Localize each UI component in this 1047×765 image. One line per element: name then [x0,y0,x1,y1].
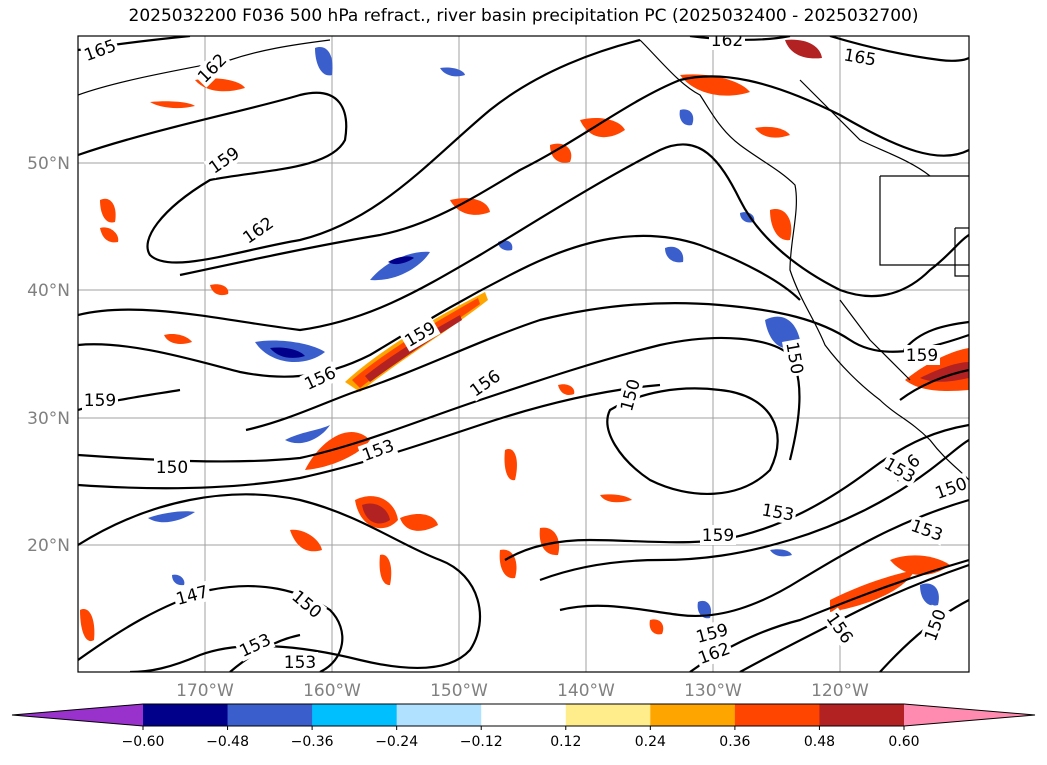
lat-label-40: 40°N [27,281,70,301]
contour-label-bg [237,211,279,249]
contour-label-bg [840,44,880,70]
contour-label-bg [930,472,969,504]
colorbar-segment [565,704,651,726]
contour-label-bg [234,628,276,662]
contour-label-bg [919,604,951,646]
colorbar-tick-label: 0.60 [888,734,919,750]
colorbar-extend-low [12,704,143,726]
contour-label-bg [282,652,318,672]
contour-label-bg [154,457,190,477]
contour-label: 150 [156,458,188,478]
contour-label-bg [399,316,441,352]
contour-label-bg [79,36,121,66]
contour-label-bg [82,390,118,410]
contour-label-bg [615,375,645,415]
lon-label-170: 170°W [176,681,234,701]
colorbar-tick-label: 0.24 [635,734,666,750]
colorbar-segment [734,704,820,726]
colorbar-tick-label: 0.48 [804,734,835,750]
contour-label: 159 [702,526,734,546]
colorbar-tick-label: −0.48 [206,734,249,750]
colorbar-segment [227,704,313,726]
contour-label-bg [758,499,798,525]
contour-label-bg [203,141,245,179]
lon-label-120: 120°W [811,681,869,701]
colorbar-extend-high [904,704,1035,726]
contour-label-bg [357,434,399,466]
contour-label-bg [700,525,736,545]
gridlines [78,36,969,672]
colorbar-segment [396,704,482,726]
contour-label: 162 [711,31,743,51]
lat-label-20: 20°N [27,536,70,556]
lon-label-150: 150°W [430,681,488,701]
contour-label: 159 [84,391,116,411]
map-area [78,36,969,672]
colorbar: −0.60 −0.48 −0.36 −0.24 −0.12 0.12 0.24 0.36 0.4… [11,703,1036,750]
contour-label-bg [904,345,940,365]
negative-anomalies [148,47,939,619]
colorbar-tick-label: −0.60 [122,734,165,750]
contour-label-bg [879,452,921,488]
colorbar-segment [650,704,736,726]
colorbar-segment [143,704,229,726]
contour-label-bg [464,364,506,402]
colorbar-tick-label: −0.24 [375,734,418,750]
contour-label: 153 [284,653,316,673]
contour-label-bg [821,607,859,649]
contour-label-bg [906,514,948,546]
lon-label-140: 140°W [557,681,615,701]
colorbar-tick-label: −0.36 [291,734,334,750]
contour-label-bg [782,338,808,378]
longitude-labels: 170°W 160°W 150°W 140°W 130°W 120°W [176,681,869,701]
map-title: 2025032200 F036 500 hPa refract., river … [128,6,919,26]
colorbar-tick-label: −0.12 [460,734,503,750]
colorbar-segment [819,704,905,726]
contour-label-bg [172,580,212,610]
contour-label-bg [693,637,735,669]
contour-label-bg [299,361,341,395]
contour-label-bg [286,584,328,624]
lat-label-30: 30°N [27,409,70,429]
colorbar-segment [312,704,398,726]
coastlines [78,39,969,481]
lon-label-160: 160°W [303,681,361,701]
map-frame [77,35,970,673]
lat-label-50: 50°N [27,154,70,174]
latitude-labels: 50°N 40°N 30°N 20°N [27,154,70,556]
contour-label: 159 [906,346,938,366]
colorbar-tick-label: 0.12 [550,734,581,750]
colorbar-segment [481,704,567,726]
contour-label-bg [709,36,745,50]
lon-label-130: 130°W [684,681,742,701]
contour-label-bg [192,48,232,88]
colorbar-tick-label: 0.36 [719,734,750,750]
